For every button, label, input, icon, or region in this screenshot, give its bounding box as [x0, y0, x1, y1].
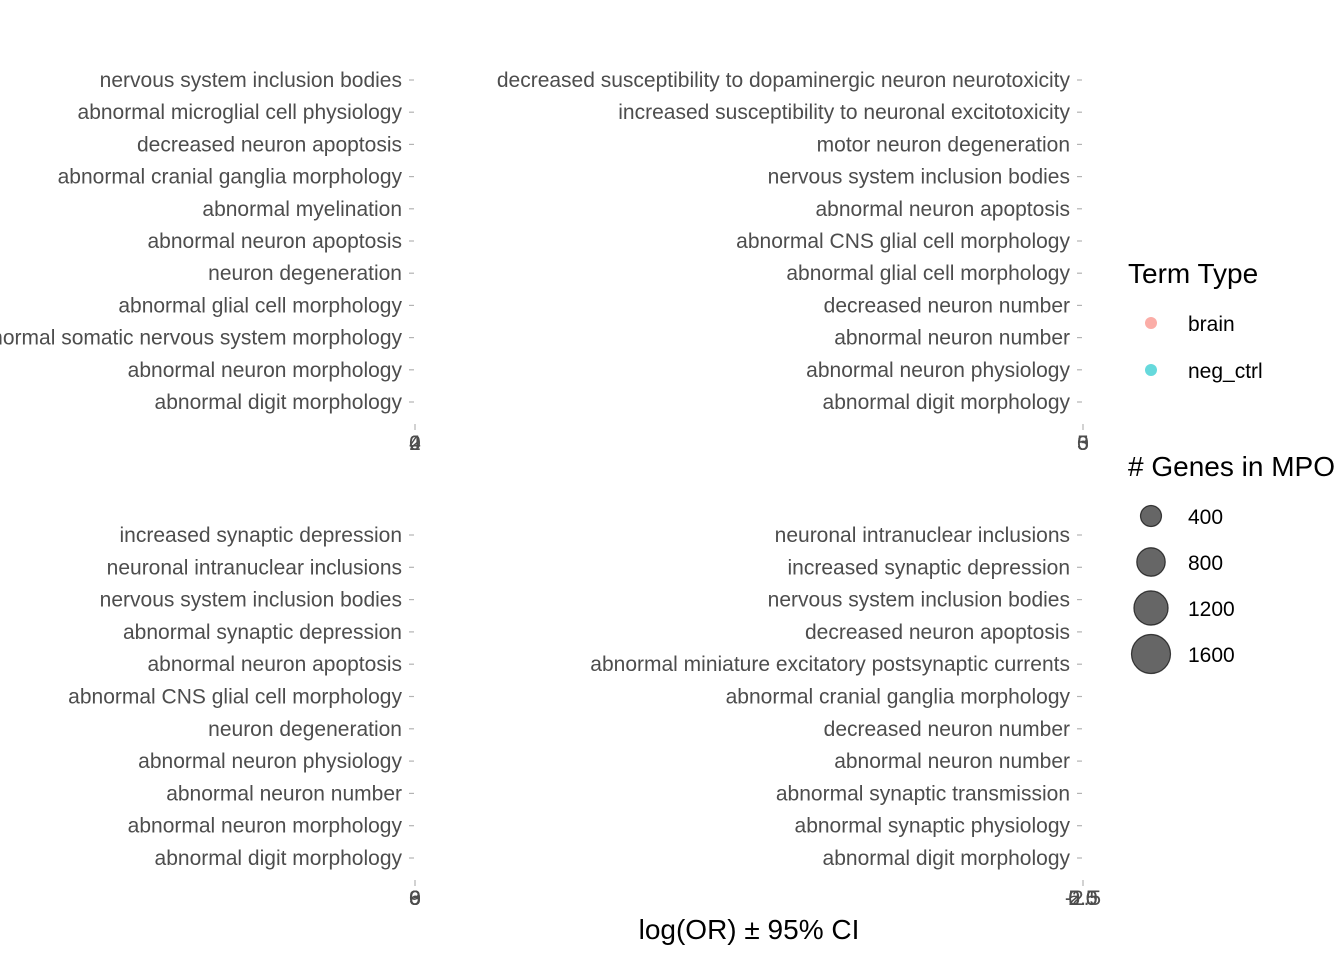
y-tick-label: abnormal somatic nervous system morpholo… — [0, 327, 402, 350]
y-tick-label: abnormal glial cell morphology — [786, 262, 1070, 285]
y-tick-label: abnormal neuron apoptosis — [147, 653, 402, 676]
legend-size-key — [1139, 504, 1163, 528]
y-tick-label: abnormal neuron morphology — [128, 359, 403, 382]
legend-color-items: brain neg_ctrl — [1145, 313, 1263, 383]
legend-size-key — [1136, 547, 1166, 577]
y-tick-label: abnormal CNS glial cell morphology — [68, 686, 402, 709]
y-tick-label: decreased neuron number — [824, 294, 1070, 317]
panels-layer: nervous system inclusion bodies abnormal … — [0, 69, 1101, 910]
y-tick-label: decreased susceptibility to dopaminergic… — [497, 69, 1071, 92]
x-axis-title: log(OR) ± 95% CI — [639, 914, 860, 945]
y-tick-label: decreased neuron number — [824, 718, 1070, 741]
y-tick-label: abnormal digit morphology — [823, 847, 1071, 870]
legend-size-label: 800 — [1188, 552, 1223, 575]
y-tick-label: abnormal neuron physiology — [138, 750, 402, 773]
y-tick-label: abnormal digit morphology — [155, 391, 403, 414]
y-tick-label: nervous system inclusion bodies — [100, 589, 402, 612]
y-tick-label: abnormal myelination — [202, 198, 402, 221]
x-tick-label: 3 — [409, 887, 421, 910]
legend-size-title: # Genes in MPO — [1128, 451, 1335, 482]
y-tick-label: abnormal digit morphology — [155, 847, 403, 870]
y-tick-label: nervous system inclusion bodies — [768, 589, 1070, 612]
x-tick-label: 3 — [1077, 432, 1089, 455]
legend-color-title: Term Type — [1128, 258, 1258, 289]
y-tick-label: abnormal neuron apoptosis — [147, 230, 402, 253]
x-tick-label: 5 — [1077, 432, 1089, 455]
y-tick-label: increased synaptic depression — [120, 524, 403, 547]
x-tick-label: 2 — [409, 432, 421, 455]
y-tick-label: abnormal neuron apoptosis — [815, 198, 1070, 221]
y-tick-label: decreased neuron apoptosis — [805, 621, 1070, 644]
x-tick-label: 0 — [409, 887, 421, 910]
legend-key-brain — [1145, 317, 1157, 329]
x-tick-label: 0 — [1077, 432, 1089, 455]
panel-top-right: decreased susceptibility to dopaminergic… — [497, 69, 1089, 455]
x-tick-label: 0.0 — [1068, 887, 1097, 910]
y-tick-label: abnormal CNS glial cell morphology — [736, 230, 1070, 253]
y-tick-label: neuronal intranuclear inclusions — [107, 556, 402, 579]
legend: Term Type brain neg_ctrl # Genes in MPO 4… — [1128, 258, 1335, 675]
panel-top-left: nervous system inclusion bodies abnormal … — [0, 69, 421, 455]
y-tick-label: abnormal neuron number — [834, 327, 1070, 350]
y-tick-label: abnormal synaptic physiology — [795, 815, 1071, 838]
y-tick-label: abnormal microglial cell physiology — [78, 101, 403, 124]
y-tick-label: neuron degeneration — [208, 718, 402, 741]
legend-label-brain: brain — [1188, 313, 1235, 336]
y-tick-label: increased synaptic depression — [788, 556, 1071, 579]
y-tick-label: nervous system inclusion bodies — [100, 69, 402, 92]
y-tick-label: decreased neuron apoptosis — [137, 133, 402, 156]
legend-label-neg_ctrl: neg_ctrl — [1188, 360, 1263, 383]
legend-size-label: 400 — [1188, 506, 1223, 529]
y-tick-label: abnormal cranial ganglia morphology — [726, 686, 1071, 709]
y-tick-label: abnormal synaptic depression — [123, 621, 402, 644]
x-tick-label: 0 — [409, 432, 421, 455]
legend-size-key — [1133, 590, 1169, 626]
y-tick-label: abnormal glial cell morphology — [118, 294, 402, 317]
y-tick-label: abnormal neuron number — [834, 750, 1070, 773]
y-tick-label: abnormal cranial ganglia morphology — [58, 166, 403, 189]
legend-size-items: 400 800 1200 1600 — [1130, 504, 1235, 675]
x-tick-label: 4 — [409, 432, 421, 455]
y-tick-label: increased susceptibility to neuronal exc… — [618, 101, 1070, 124]
y-tick-label: abnormal miniature excitatory postsynapt… — [590, 653, 1070, 676]
x-tick-label: -2.5 — [1065, 887, 1101, 910]
y-tick-label: motor neuron degeneration — [817, 133, 1070, 156]
y-tick-label: nervous system inclusion bodies — [768, 166, 1070, 189]
y-tick-label: neuronal intranuclear inclusions — [775, 524, 1070, 547]
x-tick-label: 6 — [409, 887, 421, 910]
panel-bottom-right: neuronal intranuclear inclusions increase… — [590, 524, 1101, 910]
x-tick-label: 9 — [409, 887, 421, 910]
legend-key-neg_ctrl — [1145, 364, 1157, 376]
y-tick-label: abnormal neuron number — [166, 782, 402, 805]
y-tick-label: abnormal neuron morphology — [128, 815, 403, 838]
y-tick-label: abnormal neuron physiology — [806, 359, 1070, 382]
legend-size-label: 1600 — [1188, 644, 1235, 667]
legend-size-key — [1130, 633, 1172, 675]
x-tick-label: 2.5 — [1068, 887, 1097, 910]
y-tick-label: neuron degeneration — [208, 262, 402, 285]
panel-bottom-left: increased synaptic depression neuronal in… — [68, 524, 421, 910]
y-tick-label: abnormal digit morphology — [823, 391, 1071, 414]
legend-size-label: 1200 — [1188, 598, 1235, 621]
x-tick-label: 5.0 — [1068, 887, 1097, 910]
y-tick-label: abnormal synaptic transmission — [776, 782, 1070, 805]
